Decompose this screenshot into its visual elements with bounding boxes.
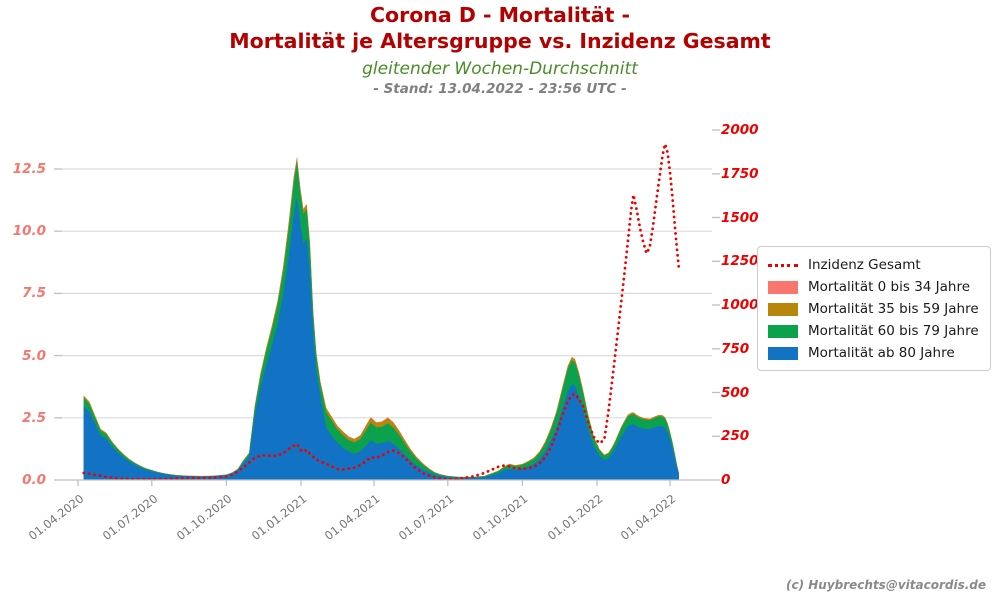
y-left-tick-label: 10.0: [12, 223, 46, 240]
y-right-tick-label: 0: [721, 472, 731, 488]
y-right-tick-label: 1750: [721, 165, 759, 182]
salmon-patch-swatch-icon: [768, 280, 798, 294]
legend-label: Mortalität 35 bis 59 Jahre: [808, 301, 979, 317]
gold-patch-swatch-icon: [768, 302, 798, 316]
legend-label: Mortalität ab 80 Jahre: [808, 345, 955, 361]
legend-label: Mortalität 0 bis 34 Jahre: [808, 279, 971, 295]
y-left-tick-label: 2.5: [22, 409, 46, 426]
y-right-tick-label: 1000: [721, 297, 759, 313]
chart-subtitle: gleitender Wochen-Durchschnitt: [362, 59, 638, 79]
dotted-line-swatch-icon: [768, 263, 798, 267]
y-right-tick-label: 750: [721, 340, 750, 357]
y-left-tick-label: 7.5: [22, 285, 46, 302]
legend-item-mortalitaet-60-79: Mortalität 60 bis 79 Jahre: [768, 320, 980, 342]
legend-label: Inzidenz Gesamt: [808, 257, 921, 273]
y-right-tick-label: 1250: [721, 253, 759, 270]
green-patch-swatch-icon: [768, 324, 798, 338]
chart-title-line1: Corona D - Mortalität -: [369, 3, 631, 27]
chart-timestamp: - Stand: 13.04.2022 - 23:56 UTC -: [373, 81, 627, 97]
y-left-tick-label: 0.0: [22, 472, 46, 488]
legend: Inzidenz Gesamt Mortalität 0 bis 34 Jahr…: [757, 246, 991, 371]
legend-item-mortalitaet-0-34: Mortalität 0 bis 34 Jahre: [768, 276, 980, 298]
legend-item-mortalitaet-35-59: Mortalität 35 bis 59 Jahre: [768, 298, 980, 320]
y-right-tick-label: 250: [721, 428, 750, 445]
legend-item-mortalitaet-ab-80: Mortalität ab 80 Jahre: [768, 342, 980, 364]
blue-patch-swatch-icon: [768, 346, 798, 360]
y-right-tick-label: 2000: [721, 122, 759, 138]
y-right-tick-label: 1500: [721, 209, 759, 226]
y-left-tick-label: 12.5: [12, 161, 46, 177]
chart-title-line2: Mortalität je Altersgruppe vs. Inzidenz …: [229, 29, 771, 53]
y-right-tick-label: 500: [721, 384, 750, 401]
y-left-tick-label: 5.0: [22, 347, 46, 364]
copyright-note: (c) Huybrechts@vitacordis.de: [785, 578, 986, 592]
legend-label: Mortalität 60 bis 79 Jahre: [808, 323, 979, 339]
legend-item-inzidenz: Inzidenz Gesamt: [768, 254, 980, 276]
